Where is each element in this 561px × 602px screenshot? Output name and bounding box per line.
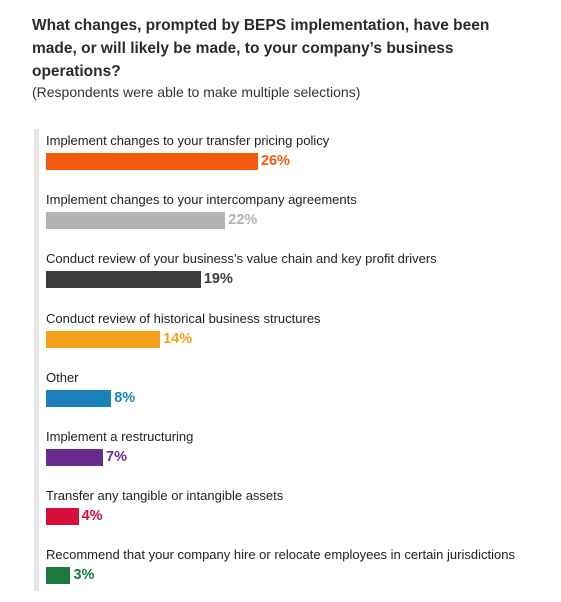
bar-label: Conduct review of your business’s value …	[46, 251, 437, 267]
chart-subtitle: (Respondents were able to make multiple …	[32, 84, 361, 100]
bar-value-label: 22%	[228, 212, 258, 229]
bar	[46, 508, 79, 526]
chart-title: What changes, prompted by BEPS implement…	[32, 17, 490, 80]
bar-value-label: 19%	[203, 271, 233, 288]
bar-value-label: 26%	[260, 153, 290, 169]
bar	[46, 389, 112, 407]
bar-value-label: 7%	[106, 449, 128, 465]
bar-label: Conduct review of historical business st…	[46, 310, 321, 326]
category-axis-line	[34, 129, 39, 591]
bar-value-label: 8%	[114, 389, 136, 406]
bar	[46, 330, 161, 348]
bar-label: Implement changes to your intercompany a…	[46, 192, 357, 208]
bar-value-label: 3%	[73, 567, 95, 584]
bar-label: Transfer any tangible or intangible asse…	[46, 488, 284, 504]
bar	[46, 449, 104, 466]
bar-value-label: 14%	[163, 330, 193, 347]
bar	[46, 567, 71, 585]
bar	[46, 212, 226, 230]
bar	[46, 271, 201, 289]
bar	[46, 153, 258, 170]
bar-label: Implement changes to your transfer prici…	[46, 133, 330, 148]
bar-label: Recommend that your company hire or relo…	[46, 547, 515, 563]
bar-label: Other	[46, 369, 79, 385]
bar-value-label: 4%	[81, 508, 103, 525]
bar-label: Implement a restructuring	[46, 429, 194, 444]
